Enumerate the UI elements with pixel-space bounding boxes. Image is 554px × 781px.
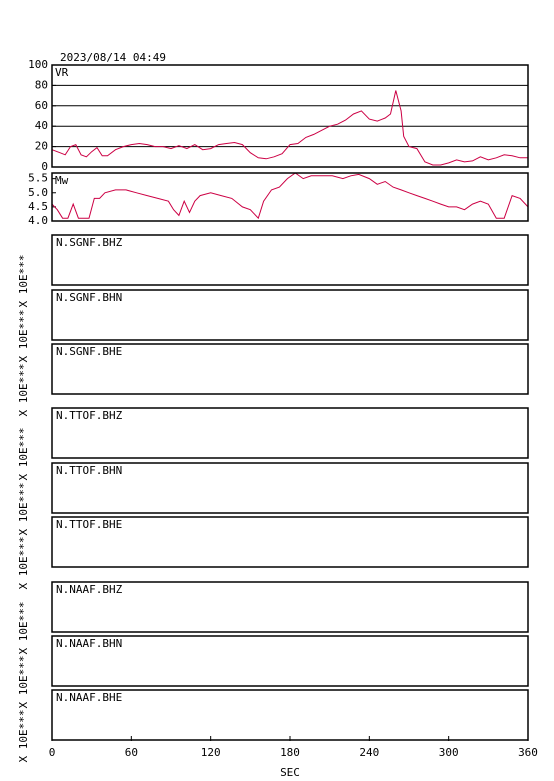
y-tick-label: 60 [35, 99, 48, 112]
station-label: N.NAAF.BHE [56, 691, 122, 704]
scale-label: X 10E*** [17, 602, 30, 655]
x-axis-label: SEC [280, 766, 300, 779]
y-tick-label: 4.5 [28, 200, 48, 213]
series-line [51, 90, 528, 166]
y-tick-label: 5.0 [28, 186, 48, 199]
x-tick-label: 60 [125, 746, 138, 759]
panel-box [51, 64, 529, 168]
station-box [51, 343, 529, 395]
scale-label: X 10E*** [17, 310, 30, 363]
scale-label: X 10E*** [17, 537, 30, 590]
x-tick-label: 360 [518, 746, 538, 759]
scale-label: X 10E*** [17, 656, 30, 709]
y-tick-label: 4.0 [28, 214, 48, 227]
station-label: N.TTOF.BHN [56, 464, 122, 477]
y-tick-label: 40 [35, 119, 48, 132]
station-label: N.NAAF.BHN [56, 637, 122, 650]
x-tick-label: 0 [49, 746, 56, 759]
x-tick-label: 120 [201, 746, 221, 759]
date-title: 2023/08/14 04:49 [60, 51, 166, 64]
y-tick-label: 0 [41, 160, 48, 173]
station-label: N.TTOF.BHZ [56, 409, 123, 422]
station-box [51, 581, 529, 633]
y-tick-label: 20 [35, 140, 48, 153]
panel-label: VR [55, 66, 69, 79]
station-label: N.NAAF.BHZ [56, 583, 123, 596]
y-tick-label: 5.5 [28, 172, 48, 185]
station-label: N.SGNF.BHN [56, 291, 122, 304]
station-box [51, 234, 529, 286]
station-label: N.SGNF.BHZ [56, 236, 123, 249]
scale-label: X 10E*** [17, 255, 30, 308]
y-tick-label: 100 [28, 58, 48, 71]
scale-label: X 10E*** [17, 710, 30, 763]
x-tick-label: 240 [359, 746, 379, 759]
x-tick-label: 180 [280, 746, 300, 759]
scale-label: X 10E*** [17, 428, 30, 481]
station-box [51, 462, 529, 514]
station-box [51, 516, 529, 568]
station-label: N.SGNF.BHE [56, 345, 122, 358]
station-label: N.TTOF.BHE [56, 518, 122, 531]
panel-label: Mw [55, 174, 69, 187]
x-tick-label: 300 [439, 746, 459, 759]
station-box [51, 635, 529, 687]
station-box [51, 689, 529, 741]
panel-box [51, 172, 529, 222]
series-line [51, 172, 529, 220]
y-tick-label: 80 [35, 78, 48, 91]
scale-label: X 10E*** [17, 483, 30, 536]
scale-label: X 10E*** [17, 364, 30, 417]
station-box [51, 407, 529, 459]
station-box [51, 289, 529, 341]
